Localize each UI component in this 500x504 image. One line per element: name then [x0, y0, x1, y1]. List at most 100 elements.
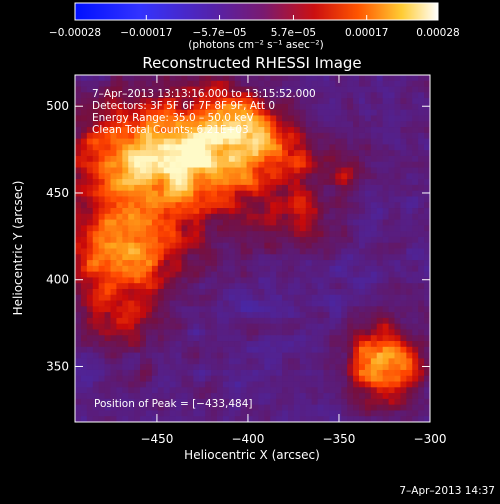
- heatmap-cell: [264, 75, 271, 82]
- heatmap-cell: [157, 225, 165, 232]
- heatmap-cell: [270, 294, 277, 301]
- heatmap-cell: [382, 213, 389, 220]
- heatmap-cell: [217, 341, 224, 348]
- heatmap-cell: [187, 416, 194, 422]
- heatmap-cell: [240, 173, 247, 180]
- heatmap-cell: [104, 127, 111, 134]
- heatmap-cell: [329, 398, 336, 406]
- heatmap-cell: [163, 288, 171, 296]
- heatmap-cell: [394, 75, 401, 82]
- heatmap-cell: [110, 381, 117, 388]
- heatmap-cell: [151, 323, 159, 330]
- heatmap-cell: [151, 173, 159, 180]
- heatmap-cell: [240, 277, 247, 284]
- heatmap-cell: [199, 288, 206, 296]
- heatmap-cell: [329, 155, 336, 163]
- heatmap-cell: [211, 294, 218, 301]
- heatmap-cell: [205, 138, 212, 145]
- heatmap-cell: [305, 271, 313, 278]
- heatmap-cell: [335, 213, 342, 220]
- heatmap-cell: [388, 225, 395, 232]
- heatmap-cell: [116, 109, 123, 116]
- heatmap-cell: [151, 254, 159, 261]
- heatmap-cell: [193, 138, 200, 145]
- heatmap-cell: [246, 306, 253, 313]
- heatmap-cell: [240, 219, 247, 226]
- heatmap-cell: [418, 242, 425, 249]
- heatmap-cell: [140, 75, 147, 82]
- heatmap-cell: [329, 173, 336, 180]
- heatmap-cell: [199, 335, 206, 342]
- heatmap-cell: [329, 329, 336, 336]
- heatmap-cell: [353, 155, 360, 163]
- heatmap-cell: [116, 80, 123, 87]
- heatmap-cell: [110, 265, 117, 273]
- heatmap-cell: [317, 184, 324, 192]
- heatmap-cell: [258, 288, 265, 296]
- heatmap-cell: [234, 208, 242, 215]
- heatmap-cell: [240, 352, 247, 359]
- heatmap-cell: [299, 306, 307, 313]
- heatmap-cell: [75, 225, 82, 232]
- heatmap-cell: [240, 335, 247, 342]
- heatmap-cell: [92, 271, 100, 278]
- heatmap-cell: [370, 300, 378, 307]
- heatmap-cell: [217, 86, 224, 93]
- heatmap-cell: [341, 375, 348, 382]
- heatmap-cell: [282, 150, 289, 157]
- heatmap-cell: [288, 335, 295, 342]
- heatmap-cell: [364, 364, 372, 371]
- heatmap-cell: [240, 398, 247, 406]
- heatmap-cell: [80, 92, 88, 99]
- heatmap-cell: [98, 121, 105, 128]
- heatmap-cell: [151, 346, 159, 353]
- heatmap-cell: [128, 312, 135, 319]
- heatmap-cell: [424, 323, 430, 330]
- heatmap-cell: [98, 236, 105, 244]
- heatmap-cell: [157, 115, 165, 122]
- heatmap-cell: [258, 103, 265, 111]
- heatmap-cell: [382, 75, 389, 82]
- heatmap-cell: [234, 167, 242, 174]
- heatmap-cell: [211, 317, 218, 325]
- heatmap-cell: [282, 265, 289, 273]
- heatmap-cell: [388, 167, 395, 174]
- heatmap-cell: [347, 225, 354, 232]
- heatmap-cell: [323, 341, 330, 348]
- heatmap-cell: [211, 254, 218, 261]
- heatmap-cell: [282, 277, 289, 284]
- heatmap-cell: [181, 398, 188, 406]
- heatmap-cell: [258, 335, 265, 342]
- heatmap-cell: [418, 329, 425, 336]
- heatmap-cell: [228, 323, 236, 330]
- heatmap-cell: [205, 387, 212, 394]
- heatmap-cell: [305, 150, 313, 157]
- heatmap-cell: [293, 231, 301, 238]
- heatmap-cell: [240, 202, 247, 209]
- heatmap-cell: [305, 202, 313, 209]
- heatmap-cell: [86, 103, 94, 111]
- heatmap-cell: [376, 202, 384, 209]
- heatmap-cell: [335, 202, 342, 209]
- heatmap-cell: [187, 190, 194, 197]
- heatmap-cell: [128, 155, 135, 163]
- heatmap-cell: [140, 248, 147, 255]
- heatmap-cell: [311, 155, 318, 163]
- heatmap-cell: [323, 184, 330, 192]
- heatmap-cell: [187, 138, 194, 145]
- heatmap-cell: [246, 300, 253, 307]
- heatmap-cell: [86, 283, 94, 290]
- heatmap-cell: [181, 161, 188, 168]
- heatmap-cell: [217, 144, 224, 151]
- heatmap-cell: [418, 161, 425, 168]
- heatmap-cell: [270, 236, 277, 244]
- heatmap-cell: [128, 202, 135, 209]
- heatmap-cell: [110, 208, 117, 215]
- heatmap-cell: [424, 109, 430, 116]
- heatmap-cell: [370, 92, 378, 99]
- heatmap-cell: [341, 109, 348, 116]
- heatmap-cell: [364, 150, 372, 157]
- heatmap-cell: [187, 387, 194, 394]
- heatmap-cell: [169, 317, 176, 325]
